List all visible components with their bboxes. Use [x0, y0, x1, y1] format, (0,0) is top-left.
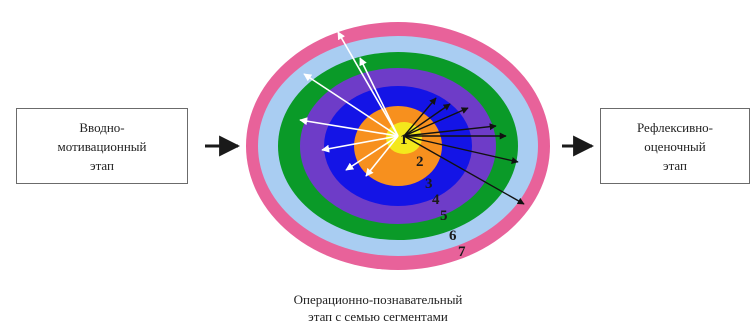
- white-arrow-1: [337, 31, 399, 137]
- ring-number-4: 4: [432, 192, 440, 208]
- ring-number-7: 7: [458, 244, 466, 260]
- right-box-line-3: этап: [663, 157, 687, 173]
- white-arrows: [299, 31, 399, 177]
- white-arrow-7: [359, 57, 399, 137]
- black-arrow-1: [403, 107, 469, 137]
- white-arrow-5: [345, 135, 399, 171]
- black-arrow-7: [403, 103, 451, 137]
- caption-line-1: Операционно-познавательный: [293, 292, 463, 307]
- introductory-motivational-stage-box: Вводно- мотивационный этап: [16, 108, 188, 184]
- ring-numbers: 1 2 3 4 5 6 7: [400, 132, 466, 260]
- right-box-line-1: Рефлексивно-: [637, 119, 713, 135]
- ring-number-1: 1: [400, 132, 408, 148]
- target-rings: [246, 22, 550, 270]
- reflective-evaluative-stage-box: Рефлексивно- оценочный этап: [600, 108, 750, 184]
- white-arrow-2: [303, 73, 399, 137]
- right-box-line-2: оценочный: [644, 138, 706, 154]
- black-arrows: [403, 97, 525, 205]
- white-arrow-4: [321, 135, 399, 153]
- black-arrow-5: [403, 135, 525, 205]
- left-box-line-3: этап: [90, 157, 114, 173]
- white-arrow-6: [365, 135, 399, 177]
- black-arrow-6: [403, 97, 437, 137]
- ring-number-2: 2: [416, 154, 424, 170]
- ring-number-3: 3: [425, 176, 433, 192]
- operational-stage-caption: Операционно-познавательный этап с семью …: [190, 291, 566, 325]
- caption-line-2: этап с семью сегментами: [308, 309, 448, 324]
- ring-number-6: 6: [449, 228, 457, 244]
- left-box-line-1: Вводно-: [79, 119, 125, 135]
- white-arrow-3: [299, 117, 399, 137]
- black-arrow-4: [403, 135, 519, 165]
- left-box-line-2: мотивационный: [57, 138, 147, 154]
- ring-number-5: 5: [440, 208, 448, 224]
- black-arrow-2: [403, 123, 497, 137]
